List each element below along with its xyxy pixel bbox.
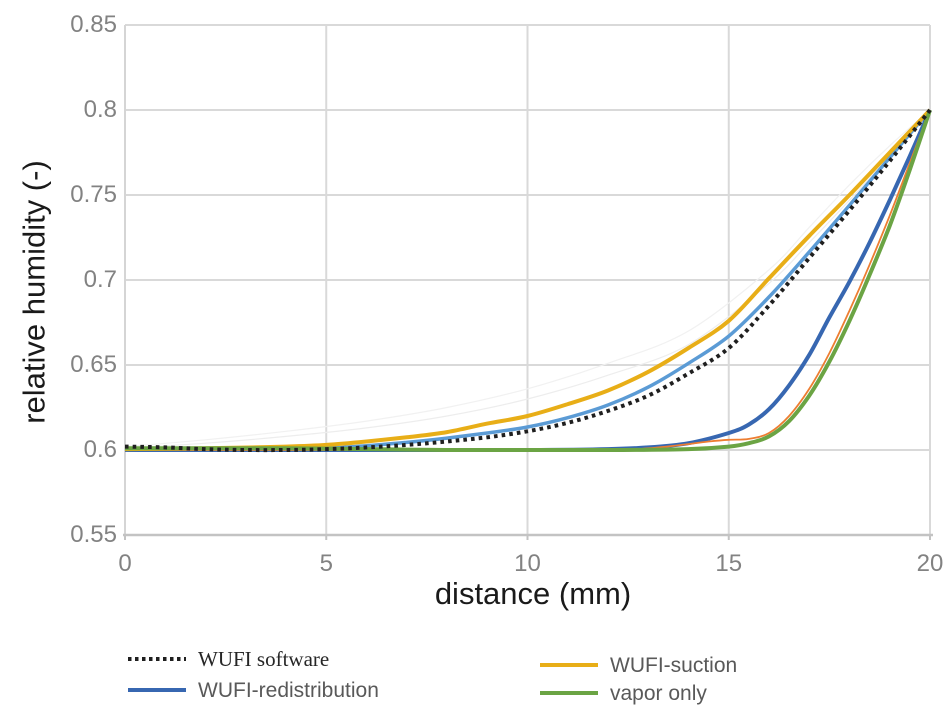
series-line-faint-2 [124, 109, 931, 449]
x-tick-label-20: 20 [916, 550, 944, 577]
y-tick-label-0.55: 0.55 [70, 521, 117, 548]
y-tick-label-0.8: 0.8 [83, 96, 117, 123]
y-tick-label-0.85: 0.85 [70, 11, 117, 38]
x-tick-label-5: 5 [319, 550, 333, 577]
series-line-faint-1 [124, 109, 931, 448]
y-tick-label-0.7: 0.7 [83, 266, 117, 293]
legend-label-wufi-software: WUFI software [198, 646, 330, 671]
legend-label-wufi-suction: WUFI-suction [610, 653, 738, 677]
series-line-wufi-suction [124, 108, 932, 452]
y-tick-label-0.65: 0.65 [70, 351, 117, 378]
legend-swatch-wufi-suction [540, 663, 598, 667]
y-tick-label-0.75: 0.75 [70, 181, 117, 208]
legend-item-vapor-only: vapor only [540, 682, 707, 704]
x-tick-label-15: 15 [715, 550, 743, 577]
legend-label-vapor-only: vapor only [610, 681, 707, 705]
legend-swatch-wufi-redistribution [128, 688, 186, 692]
y-tick-label-0.6: 0.6 [83, 436, 117, 463]
legend-item-wufi-software: WUFI software [128, 648, 329, 670]
legend-label-wufi-redistribution: WUFI-redistribution [198, 678, 379, 702]
x-axis-title: distance (mm) [434, 576, 632, 611]
series-line-wufi-software [124, 108, 932, 453]
legend-item-wufi-suction: WUFI-suction [540, 654, 737, 676]
legend-swatch-wufi-software [128, 657, 186, 661]
x-tick-label-0: 0 [118, 550, 132, 577]
legend-item-wufi-redistribution: WUFI-redistribution [128, 679, 379, 701]
legend-swatch-vapor-only [540, 691, 598, 695]
x-tick-label-10: 10 [514, 550, 541, 577]
